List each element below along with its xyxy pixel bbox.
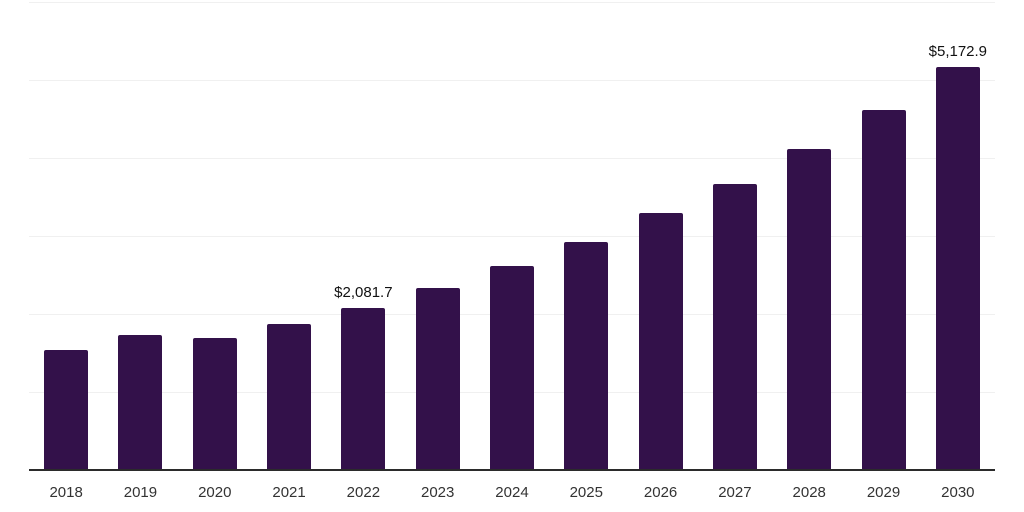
bar-slot-2023 [401,2,475,470]
bar-2020 [192,338,237,470]
x-axis-labels: 2018 2019 2020 2021 2022 2023 2024 2025 2026 2027… [29,484,995,504]
bar-value-label-2022: $2,081.7 [334,283,393,301]
x-tick-label-2019: 2019 [123,484,158,501]
gridline-3000 [29,236,995,237]
plot-area: $2,081.7 $5,172.9 [29,2,995,470]
bar-slot-2025 [549,2,623,470]
bar-slot-2027 [698,2,772,470]
bar-slot-2021 [252,2,326,470]
x-tick-label-2020: 2020 [198,484,232,501]
x-tick-label-2023: 2023 [420,484,455,501]
x-tick-label-2027: 2027 [718,484,752,501]
bar-2030 [935,66,980,470]
x-tick-label-2029: 2029 [866,484,901,501]
x-tick-label-2030: 2030 [941,484,975,501]
bar-2026 [638,213,683,470]
bar-slot-2026 [623,2,697,470]
bar-slot-2020 [178,2,252,470]
gridline-4000 [29,158,995,159]
gridline-6000 [29,2,995,3]
bar-2024 [489,266,534,470]
bar-slot-2030: $5,172.9 [921,2,995,470]
bar-slot-2022: $2,081.7 [326,2,400,470]
x-tick-label-2026: 2026 [643,484,678,501]
x-axis-line [29,469,995,471]
bar-2022 [341,307,386,470]
bar-2018 [44,349,89,470]
x-tick-label-2024: 2024 [495,484,529,501]
bar-slot-2018 [29,2,103,470]
bar-slot-2028 [772,2,846,470]
bar-2023 [415,288,460,470]
bar-2021 [267,324,312,470]
bar-2019 [118,335,163,470]
bar-2025 [564,242,609,470]
x-tick-label-2028: 2028 [792,484,826,501]
x-tick-label-2021: 2021 [272,484,306,501]
bar-value-label-2030: $5,172.9 [928,42,988,60]
bar-2029 [861,110,906,470]
x-tick-label-2025: 2025 [569,484,603,501]
bar-2027 [712,184,757,470]
x-tick-label-2022: 2022 [346,484,381,501]
bar-slot-2029 [846,2,920,470]
bar-2028 [787,149,832,470]
x-tick-label-2018: 2018 [49,484,83,501]
bar-slot-2024 [475,2,549,470]
bar-slot-2019 [103,2,177,470]
gridline-5000 [29,80,995,81]
